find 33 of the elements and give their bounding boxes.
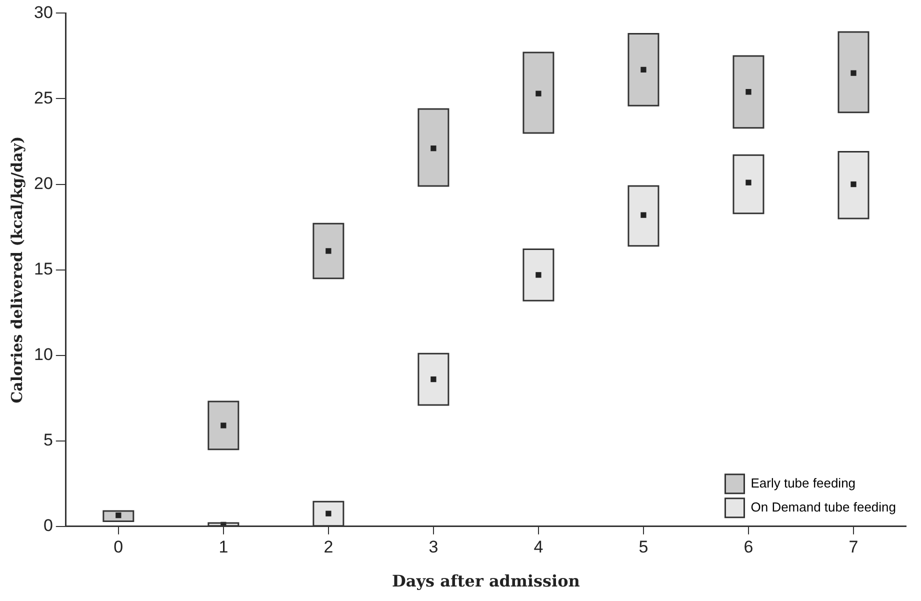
- legend-label: Early tube feeding: [750, 475, 856, 490]
- y-tick-label: 30: [34, 2, 53, 22]
- point: [430, 376, 436, 382]
- x-tick-label: 2: [324, 537, 334, 556]
- x-tick-label: 7: [848, 537, 858, 556]
- x-tick-label: 0: [114, 537, 124, 556]
- y-tick-label: 25: [34, 88, 53, 108]
- x-tick-label: 4: [534, 537, 544, 556]
- point: [746, 180, 752, 186]
- x-axis-title: Days after admission: [392, 572, 580, 591]
- y-tick-label: 0: [43, 516, 53, 536]
- y-tick-label: 20: [34, 174, 53, 193]
- point: [116, 512, 122, 518]
- point: [640, 212, 646, 218]
- point: [746, 89, 752, 95]
- y-tick-label: 5: [43, 430, 53, 450]
- point: [536, 90, 542, 96]
- y-tick-label: 15: [34, 259, 53, 278]
- point: [326, 248, 332, 254]
- point: [850, 181, 856, 188]
- x-tick-label: 6: [744, 537, 754, 556]
- y-tick-label: 10: [34, 345, 53, 364]
- point: [326, 510, 332, 516]
- x-tick-label: 3: [428, 537, 438, 556]
- x-tick-label: 5: [638, 537, 648, 556]
- point: [536, 272, 542, 278]
- point: [430, 146, 436, 152]
- point: [850, 70, 856, 76]
- legend-label: On Demand tube feeding: [750, 499, 896, 514]
- x-tick-label: 1: [218, 537, 228, 556]
- point: [640, 66, 646, 72]
- point: [220, 422, 226, 428]
- y-axis-title: Calories delivered (kcal/kg/day): [8, 136, 26, 404]
